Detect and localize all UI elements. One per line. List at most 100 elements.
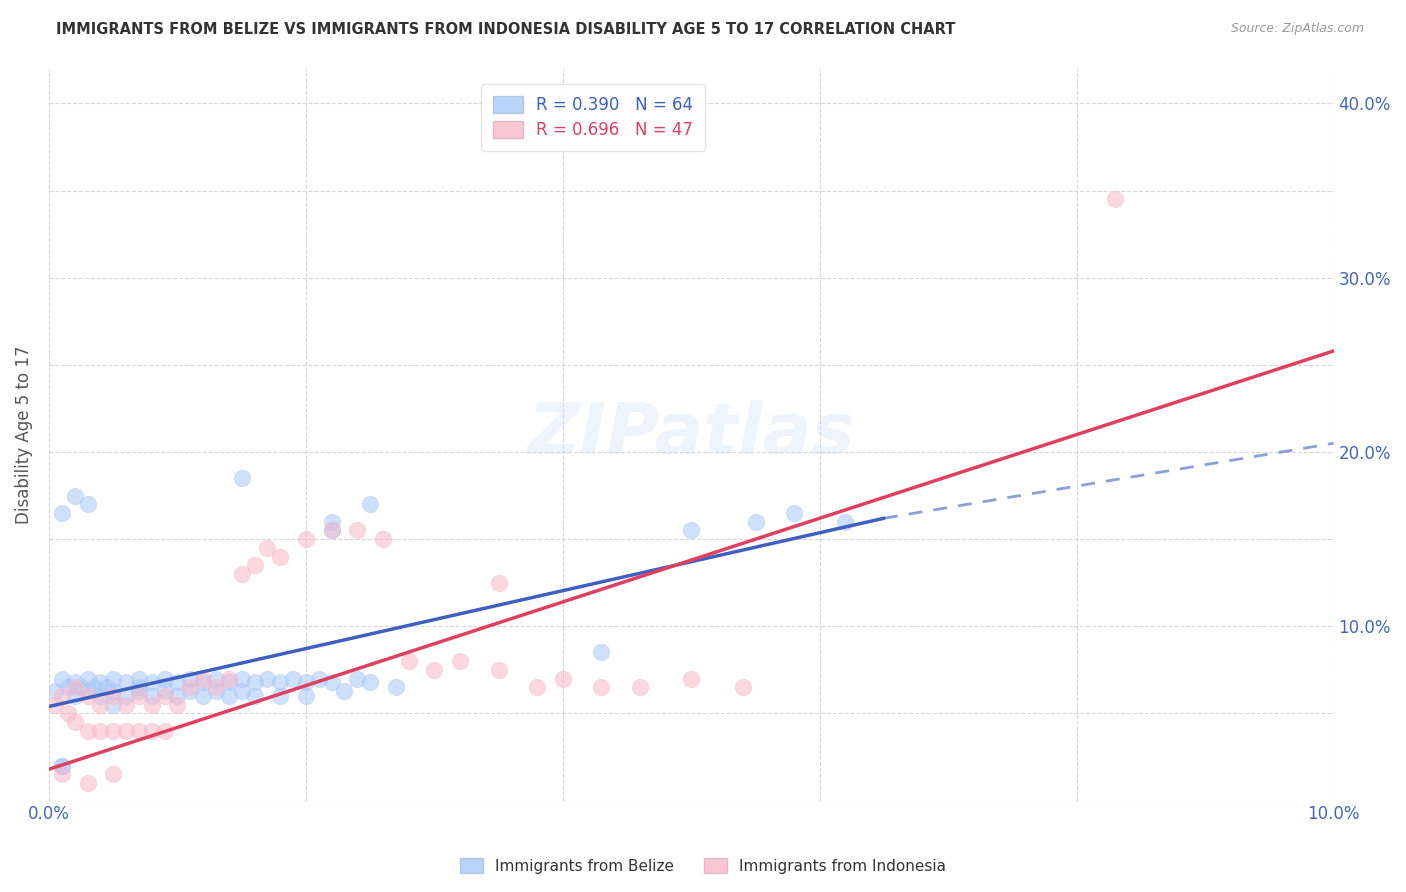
Point xyxy=(191,689,214,703)
Point xyxy=(218,689,240,703)
Point xyxy=(834,515,856,529)
Point xyxy=(153,689,176,703)
Point xyxy=(783,506,806,520)
Point xyxy=(321,524,343,538)
Point xyxy=(628,681,651,695)
Point xyxy=(128,683,150,698)
Point xyxy=(359,675,381,690)
Point xyxy=(153,723,176,738)
Point xyxy=(83,681,105,695)
Point xyxy=(295,532,318,546)
Point xyxy=(128,723,150,738)
Point xyxy=(63,689,86,703)
Point xyxy=(488,575,510,590)
Point xyxy=(191,672,214,686)
Point xyxy=(70,681,93,695)
Point xyxy=(731,681,754,695)
Point xyxy=(63,489,86,503)
Point xyxy=(231,471,253,485)
Legend: Immigrants from Belize, Immigrants from Indonesia: Immigrants from Belize, Immigrants from … xyxy=(454,852,952,880)
Point xyxy=(63,715,86,730)
Point xyxy=(103,723,125,738)
Point xyxy=(346,524,368,538)
Point xyxy=(76,723,98,738)
Point xyxy=(231,672,253,686)
Point xyxy=(153,672,176,686)
Point xyxy=(96,681,118,695)
Point xyxy=(526,681,548,695)
Point xyxy=(128,689,150,703)
Point xyxy=(51,758,73,772)
Point xyxy=(205,672,228,686)
Point xyxy=(63,675,86,690)
Point xyxy=(141,689,163,703)
Point xyxy=(243,558,266,573)
Point xyxy=(256,541,278,555)
Point xyxy=(295,675,318,690)
Point xyxy=(103,698,125,712)
Point xyxy=(398,654,420,668)
Point xyxy=(115,689,138,703)
Point xyxy=(103,672,125,686)
Point xyxy=(128,681,150,695)
Point xyxy=(76,776,98,790)
Point xyxy=(103,689,125,703)
Point xyxy=(205,681,228,695)
Point xyxy=(58,681,80,695)
Point xyxy=(76,683,98,698)
Point xyxy=(76,672,98,686)
Legend: R = 0.390   N = 64, R = 0.696   N = 47: R = 0.390 N = 64, R = 0.696 N = 47 xyxy=(481,84,704,151)
Point xyxy=(103,767,125,781)
Point xyxy=(295,689,318,703)
Point xyxy=(243,675,266,690)
Point xyxy=(281,672,304,686)
Point xyxy=(256,672,278,686)
Point xyxy=(141,723,163,738)
Point xyxy=(308,672,330,686)
Point xyxy=(76,497,98,511)
Point xyxy=(166,698,188,712)
Point xyxy=(333,683,356,698)
Point xyxy=(269,689,291,703)
Point xyxy=(128,672,150,686)
Point xyxy=(449,654,471,668)
Point xyxy=(76,689,98,703)
Point xyxy=(51,689,73,703)
Point xyxy=(681,672,703,686)
Point xyxy=(63,681,86,695)
Point xyxy=(153,683,176,698)
Point xyxy=(141,698,163,712)
Point xyxy=(551,672,574,686)
Point xyxy=(179,683,201,698)
Point xyxy=(166,675,188,690)
Point xyxy=(231,683,253,698)
Point xyxy=(243,689,266,703)
Point xyxy=(385,681,408,695)
Point xyxy=(205,683,228,698)
Point xyxy=(115,698,138,712)
Point xyxy=(51,672,73,686)
Point xyxy=(591,645,613,659)
Point xyxy=(58,706,80,721)
Point xyxy=(179,681,201,695)
Point xyxy=(321,524,343,538)
Point xyxy=(51,758,73,772)
Point xyxy=(231,567,253,582)
Point xyxy=(141,675,163,690)
Point xyxy=(89,698,111,712)
Point xyxy=(371,532,394,546)
Point xyxy=(744,515,766,529)
Text: ZIPatlas: ZIPatlas xyxy=(527,401,855,469)
Point xyxy=(179,672,201,686)
Point xyxy=(321,675,343,690)
Point xyxy=(115,675,138,690)
Point xyxy=(191,675,214,690)
Point xyxy=(218,675,240,690)
Point xyxy=(115,723,138,738)
Point xyxy=(591,681,613,695)
Point xyxy=(89,675,111,690)
Text: Source: ZipAtlas.com: Source: ZipAtlas.com xyxy=(1230,22,1364,36)
Point xyxy=(103,683,125,698)
Point xyxy=(89,723,111,738)
Point xyxy=(89,689,111,703)
